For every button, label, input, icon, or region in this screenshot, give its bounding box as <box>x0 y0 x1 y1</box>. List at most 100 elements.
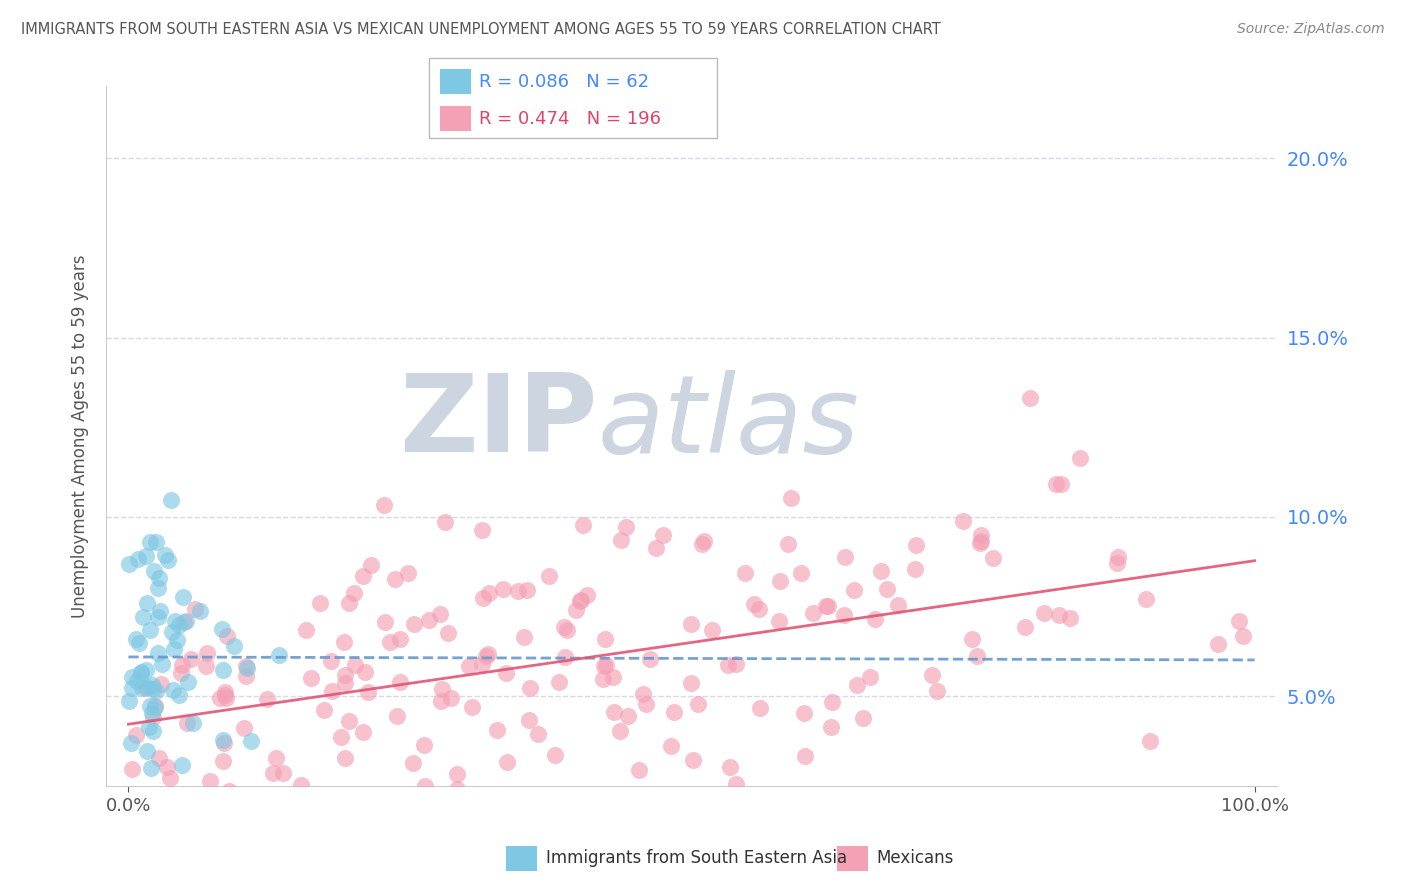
Point <box>121 681 143 695</box>
Point <box>682 753 704 767</box>
Text: Mexicans: Mexicans <box>876 849 953 867</box>
Point <box>471 523 494 537</box>
Point <box>142 710 165 724</box>
Point <box>921 668 943 682</box>
Point <box>172 590 194 604</box>
Point <box>602 670 624 684</box>
Point <box>118 558 141 572</box>
Point <box>170 788 193 802</box>
Point <box>693 533 716 548</box>
Point <box>681 617 703 632</box>
Point <box>952 514 974 528</box>
Point <box>734 566 756 581</box>
Point <box>852 711 875 725</box>
Point <box>845 678 868 692</box>
Point <box>198 773 221 788</box>
Point <box>1019 391 1042 405</box>
Point <box>716 657 738 672</box>
Point <box>145 535 167 549</box>
Point <box>120 797 142 812</box>
Point <box>142 682 165 697</box>
Point <box>170 665 193 680</box>
Text: atlas: atlas <box>598 370 859 475</box>
Point <box>212 663 235 677</box>
Point <box>143 698 166 713</box>
Point <box>330 731 353 745</box>
Point <box>516 583 538 598</box>
Point <box>343 658 366 673</box>
Text: ZIP: ZIP <box>399 369 598 475</box>
Point <box>472 591 495 606</box>
Point <box>222 640 245 654</box>
Point <box>165 614 187 628</box>
Point <box>593 632 616 646</box>
Point <box>457 658 479 673</box>
Point <box>135 663 157 677</box>
Point <box>925 684 948 698</box>
Point <box>141 706 163 720</box>
Point <box>1107 557 1129 571</box>
Point <box>576 588 599 602</box>
Point <box>141 678 163 692</box>
Point <box>129 666 152 681</box>
Point <box>789 566 811 581</box>
Point <box>429 607 451 621</box>
Point <box>870 564 893 578</box>
Point <box>170 757 193 772</box>
Point <box>617 709 640 723</box>
Point <box>148 571 170 585</box>
Point <box>132 610 155 624</box>
Point <box>127 552 149 566</box>
Point <box>832 608 855 623</box>
Point <box>970 528 993 542</box>
Point <box>172 658 194 673</box>
Point <box>150 677 173 691</box>
Point <box>218 784 240 798</box>
Point <box>969 536 991 550</box>
Point <box>183 602 205 616</box>
Point <box>413 738 436 752</box>
Point <box>718 759 741 773</box>
Point <box>120 815 142 830</box>
Point <box>134 681 156 696</box>
Point <box>645 541 668 555</box>
Point <box>776 537 799 551</box>
Point <box>1047 607 1070 622</box>
Point <box>553 620 575 634</box>
Point <box>768 615 790 629</box>
Point <box>153 548 176 562</box>
Point <box>610 533 633 547</box>
Point <box>384 572 406 586</box>
Point <box>565 603 588 617</box>
Point <box>628 763 651 777</box>
Point <box>290 778 312 792</box>
Point <box>139 623 162 637</box>
Point <box>821 695 844 709</box>
Point <box>215 629 238 643</box>
Point <box>138 534 160 549</box>
Point <box>506 584 529 599</box>
Point <box>465 815 488 830</box>
Point <box>404 616 426 631</box>
Point <box>747 602 769 616</box>
Point <box>461 699 484 714</box>
Point <box>128 815 150 830</box>
Point <box>388 674 411 689</box>
Point <box>127 673 149 688</box>
Point <box>135 549 157 563</box>
Point <box>354 665 377 680</box>
Point <box>214 685 236 699</box>
Point <box>543 748 565 763</box>
Point <box>121 762 143 776</box>
Text: R = 0.474   N = 196: R = 0.474 N = 196 <box>479 110 661 128</box>
Point <box>150 657 173 672</box>
Point <box>876 582 898 596</box>
Point <box>981 551 1004 566</box>
Point <box>769 574 792 588</box>
Point <box>887 598 910 612</box>
Point <box>702 623 724 637</box>
Point <box>162 682 184 697</box>
Point <box>592 659 614 673</box>
Point <box>122 788 145 802</box>
Point <box>214 688 236 702</box>
